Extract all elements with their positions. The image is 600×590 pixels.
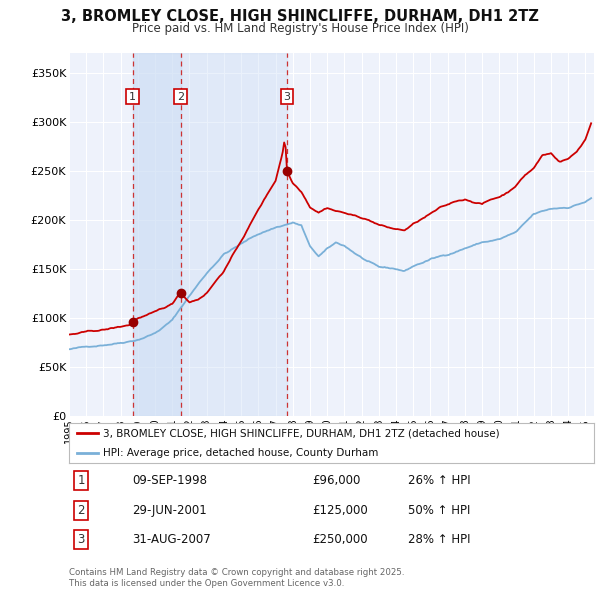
Text: 28% ↑ HPI: 28% ↑ HPI [408, 533, 470, 546]
Text: £250,000: £250,000 [312, 533, 368, 546]
Text: 1: 1 [77, 474, 85, 487]
Text: 29-JUN-2001: 29-JUN-2001 [132, 504, 207, 517]
Text: 31-AUG-2007: 31-AUG-2007 [132, 533, 211, 546]
Text: 26% ↑ HPI: 26% ↑ HPI [408, 474, 470, 487]
Text: 3, BROMLEY CLOSE, HIGH SHINCLIFFE, DURHAM, DH1 2TZ (detached house): 3, BROMLEY CLOSE, HIGH SHINCLIFFE, DURHA… [103, 428, 500, 438]
Text: 09-SEP-1998: 09-SEP-1998 [132, 474, 207, 487]
Text: £125,000: £125,000 [312, 504, 368, 517]
Text: 3, BROMLEY CLOSE, HIGH SHINCLIFFE, DURHAM, DH1 2TZ: 3, BROMLEY CLOSE, HIGH SHINCLIFFE, DURHA… [61, 9, 539, 24]
Text: Contains HM Land Registry data © Crown copyright and database right 2025.
This d: Contains HM Land Registry data © Crown c… [69, 568, 404, 588]
Bar [133, 53, 181, 416]
Text: 3: 3 [283, 91, 290, 101]
Text: £96,000: £96,000 [312, 474, 361, 487]
Text: 50% ↑ HPI: 50% ↑ HPI [408, 504, 470, 517]
Text: 1: 1 [129, 91, 136, 101]
Text: HPI: Average price, detached house, County Durham: HPI: Average price, detached house, Coun… [103, 448, 379, 458]
Text: 2: 2 [177, 91, 184, 101]
Text: Price paid vs. HM Land Registry's House Price Index (HPI): Price paid vs. HM Land Registry's House … [131, 22, 469, 35]
Text: 3: 3 [77, 533, 85, 546]
Bar [181, 53, 287, 416]
Text: 2: 2 [77, 504, 85, 517]
